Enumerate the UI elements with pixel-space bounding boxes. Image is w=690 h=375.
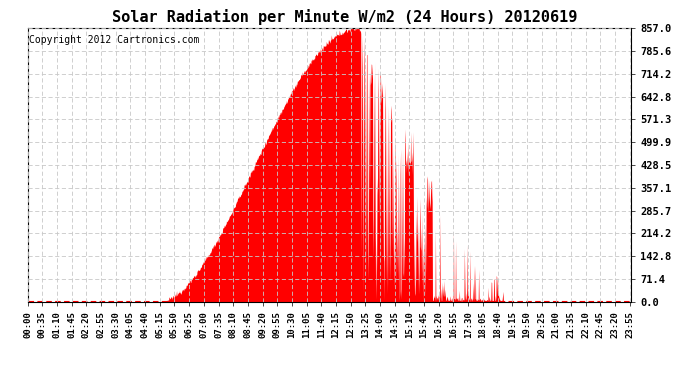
Text: Solar Radiation per Minute W/m2 (24 Hours) 20120619: Solar Radiation per Minute W/m2 (24 Hour… [112, 9, 578, 26]
Text: Copyright 2012 Cartronics.com: Copyright 2012 Cartronics.com [30, 35, 200, 45]
